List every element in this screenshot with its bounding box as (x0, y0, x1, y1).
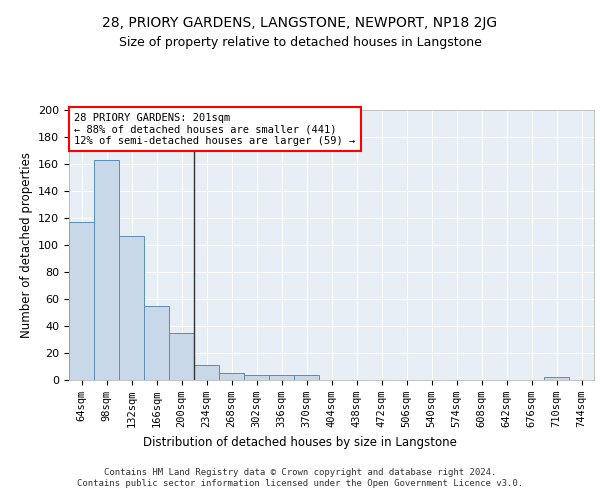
Bar (169, 333, 194, 380)
Text: 28, PRIORY GARDENS, LANGSTONE, NEWPORT, NP18 2JG: 28, PRIORY GARDENS, LANGSTONE, NEWPORT, … (103, 16, 497, 30)
Text: Distribution of detached houses by size in Langstone: Distribution of detached houses by size … (143, 436, 457, 449)
Bar (219, 373, 244, 380)
Bar (144, 306, 169, 380)
Y-axis label: Number of detached properties: Number of detached properties (20, 152, 32, 338)
Text: Size of property relative to detached houses in Langstone: Size of property relative to detached ho… (119, 36, 481, 49)
Bar (119, 236, 144, 380)
Bar (244, 374, 269, 380)
Text: Contains HM Land Registry data © Crown copyright and database right 2024.
Contai: Contains HM Land Registry data © Crown c… (77, 468, 523, 487)
Bar (544, 378, 569, 380)
Bar (294, 374, 319, 380)
Bar (194, 365, 219, 380)
Text: 28 PRIORY GARDENS: 201sqm
← 88% of detached houses are smaller (441)
12% of semi: 28 PRIORY GARDENS: 201sqm ← 88% of detac… (74, 112, 355, 146)
Bar (69, 222, 94, 380)
Bar (94, 160, 119, 380)
Bar (269, 374, 294, 380)
